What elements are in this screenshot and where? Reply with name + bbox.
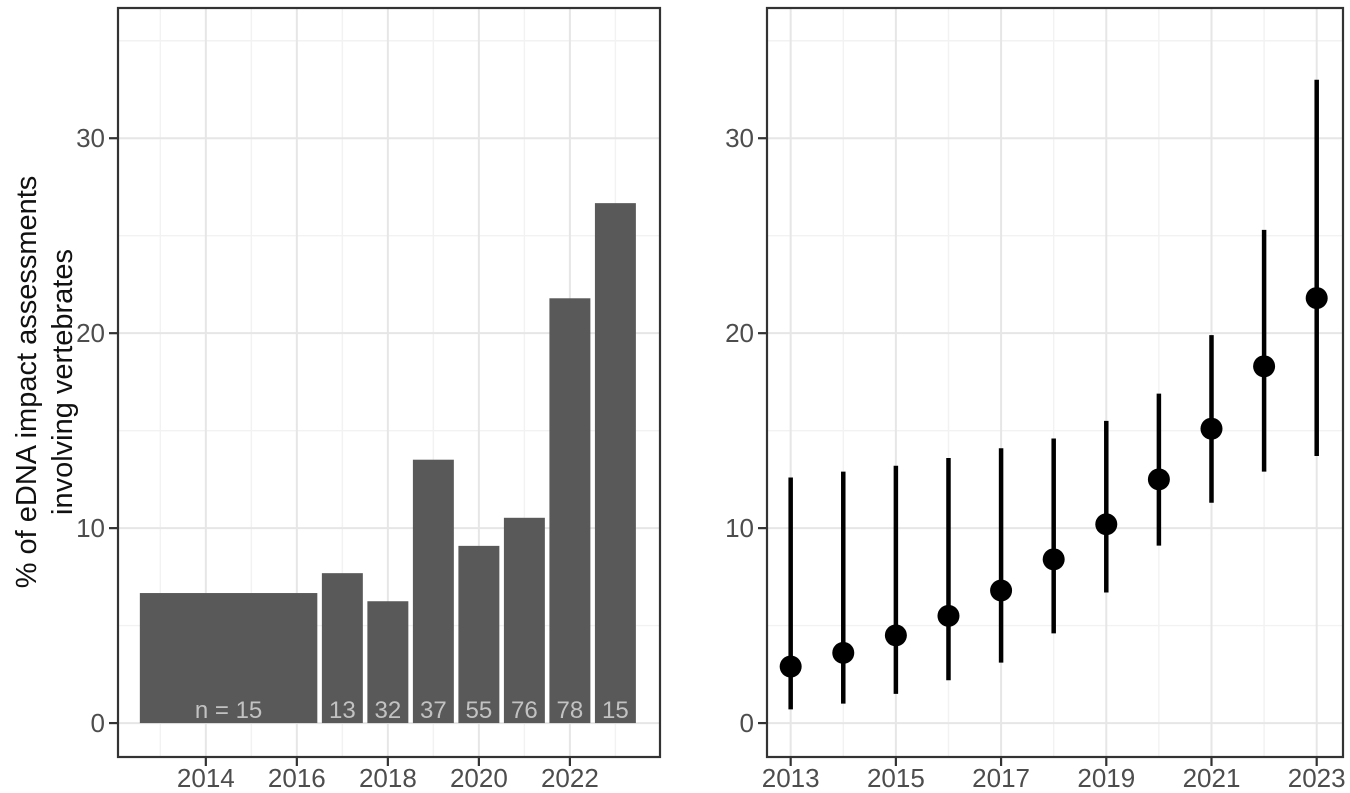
y-axis-tick-label: 0 — [91, 708, 105, 738]
bar-sample-size-label: 78 — [557, 697, 584, 724]
x-axis-tick-label: 2020 — [450, 763, 508, 793]
y-axis-tick-label: 0 — [740, 708, 754, 738]
bar — [549, 298, 591, 724]
estimate-point — [779, 655, 802, 678]
bar — [594, 203, 636, 724]
panel-border — [765, 6, 1345, 759]
x-axis-tick-label: 2017 — [972, 763, 1030, 793]
x-axis-tick-label: 2015 — [867, 763, 925, 793]
y-axis-tick-label: 30 — [725, 123, 754, 153]
y-axis-tick-label: 20 — [725, 318, 754, 348]
bar — [367, 601, 409, 724]
x-axis-tick-label: 2013 — [762, 763, 820, 793]
estimate-point — [1253, 355, 1276, 378]
estimate-point — [1200, 417, 1223, 440]
y-axis-tick-label: 10 — [76, 513, 105, 543]
x-axis-tick-label: 2018 — [359, 763, 417, 793]
pointrange-chart-panel: 2013 2015 2017 2019 2021 2023 0 10 20 30 — [725, 6, 1346, 793]
estimate-point — [1305, 287, 1328, 310]
y-axis-title-line1: % of eDNA impact assessments — [11, 176, 43, 589]
y-axis-tick-label: 20 — [76, 318, 105, 348]
x-axis-tick-label: 2019 — [1077, 763, 1135, 793]
x-axis-tick-label: 2016 — [268, 763, 326, 793]
y-axis-title: % of eDNA impact assessments involving v… — [11, 176, 79, 589]
estimate-point — [884, 624, 907, 647]
bar-sample-size-label: 37 — [420, 697, 447, 724]
x-axis-tick-label: 2014 — [177, 763, 235, 793]
bar — [139, 593, 318, 724]
x-axis-tick-label: 2021 — [1183, 763, 1241, 793]
x-axis-tick-label: 2023 — [1288, 763, 1346, 793]
y-axis-tick-label: 30 — [76, 123, 105, 153]
estimate-point — [937, 604, 960, 627]
bar-sample-size-label: 76 — [511, 697, 538, 724]
bar-sample-size-label: n = 15 — [195, 697, 262, 724]
bar — [503, 517, 545, 724]
bar-sample-size-label: 55 — [466, 697, 493, 724]
estimate-point — [1042, 548, 1065, 571]
estimate-point — [990, 579, 1013, 602]
bar-sample-size-label: 15 — [602, 697, 629, 724]
x-axis-tick-label: 2022 — [541, 763, 599, 793]
panel-background — [767, 8, 1343, 757]
bar-chart-panel: n = 15 13 32 37 55 76 78 15 2014 2016 2018 2020 2022… — [76, 6, 662, 793]
estimate-point — [1147, 468, 1170, 491]
estimate-point — [832, 641, 855, 664]
bar — [321, 573, 363, 724]
y-axis-title-line2: involving vertebrates — [47, 249, 79, 515]
bar — [412, 459, 454, 724]
y-axis-tick-label: 10 — [725, 513, 754, 543]
bar — [458, 545, 500, 724]
panel-border — [116, 6, 662, 759]
estimate-point — [1095, 513, 1118, 536]
bar-sample-size-label: 32 — [375, 697, 402, 724]
bar-sample-size-label: 13 — [329, 697, 356, 724]
